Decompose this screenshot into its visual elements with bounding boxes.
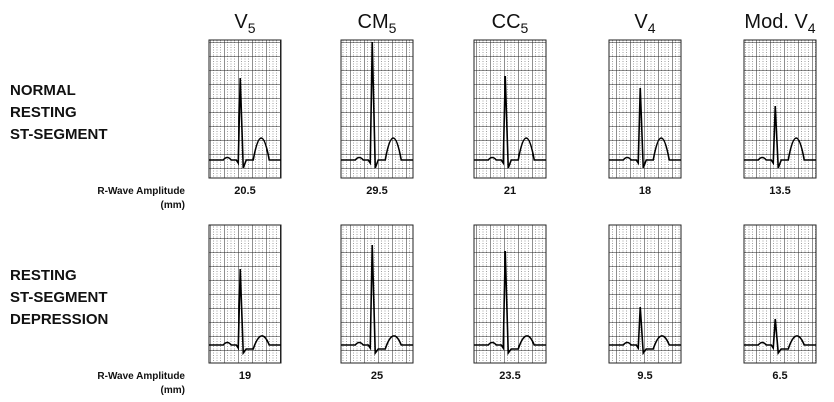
lead-subscript: 4 [648,20,656,36]
ecg-grid [209,40,281,178]
ecg-grid [341,225,413,363]
lead-subscript: 5 [248,20,256,36]
lead-base: V [234,11,248,33]
lead-name: Mod. V4 [744,11,815,36]
lead-base: Mod. V [744,11,808,33]
lead-subscript: 5 [389,20,397,36]
lead-name: CC5 [492,11,529,36]
amplitude-value: 18 [639,185,651,197]
amplitude-value: 23.5 [499,370,520,382]
amplitude-label: (mm) [161,385,185,396]
lead-base: CC [492,11,521,33]
row-label: RESTING [10,267,77,284]
row-label: ST-SEGMENT [10,126,108,143]
ecg-grid [744,40,816,178]
amplitude-value: 9.5 [637,370,652,382]
ecg-grid [609,40,681,178]
lead-subscript: 4 [808,20,816,36]
ecg-figure: V5CM5CC5V4Mod. V4NORMALRESTINGST-SEGMENT… [0,0,834,402]
amplitude-label: R-Wave Amplitude [97,186,185,197]
amplitude-value: 21 [504,185,516,197]
ecg-grid [474,40,546,178]
ecg-grid [341,40,413,178]
amplitude-label: (mm) [161,200,185,211]
amplitude-value: 20.5 [234,185,255,197]
ecg-grid [609,225,681,363]
amplitude-value: 6.5 [772,370,787,382]
lead-name: CM5 [358,11,397,36]
lead-name: V4 [634,11,655,36]
row-label: NORMAL [10,82,76,99]
ecg-grid [744,225,816,363]
lead-subscript: 5 [521,20,529,36]
amplitude-value: 13.5 [769,185,790,197]
amplitude-value: 25 [371,370,383,382]
amplitude-value: 29.5 [366,185,387,197]
lead-base: CM [358,11,389,33]
lead-base: V [634,11,648,33]
lead-name: V5 [234,11,255,36]
amplitude-value: 19 [239,370,251,382]
ecg-grid [474,225,546,363]
row-label: DEPRESSION [10,311,108,328]
row-label: RESTING [10,104,77,121]
ecg-grid [209,225,281,363]
figure: V5CM5CC5V4Mod. V4NORMALRESTINGST-SEGMENT… [0,0,834,402]
amplitude-label: R-Wave Amplitude [97,371,185,382]
row-label: ST-SEGMENT [10,289,108,306]
